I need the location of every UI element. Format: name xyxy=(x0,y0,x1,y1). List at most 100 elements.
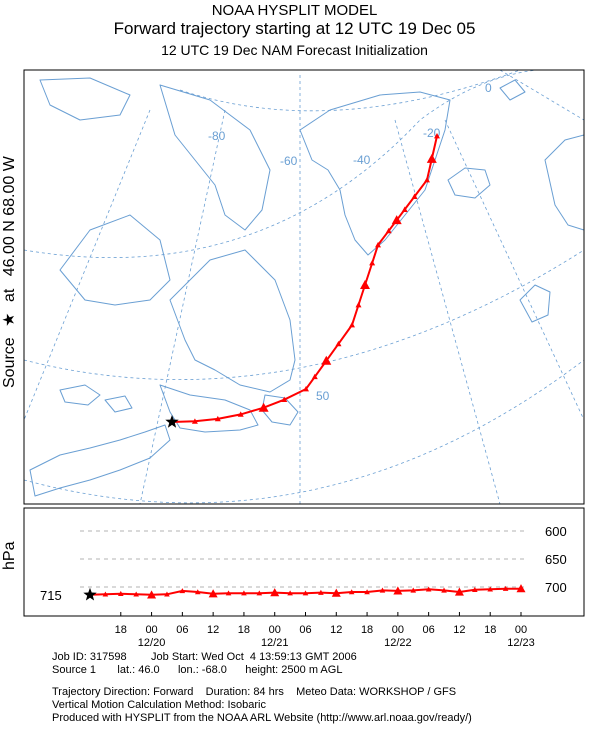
vertical-trajectory-marker xyxy=(208,589,218,598)
uk-coast xyxy=(519,284,551,323)
latitude-line-70 xyxy=(179,70,521,112)
time-tick-label: 18 xyxy=(238,624,250,636)
great-lakes xyxy=(59,384,133,413)
norway-coast xyxy=(544,134,584,231)
trajectory-marker xyxy=(401,206,408,212)
info-run: Trajectory Direction: Forward Duration: … xyxy=(52,686,457,698)
coastlines xyxy=(29,77,584,497)
side-label-coords: 46.00 N 68.00 W xyxy=(1,155,18,276)
longitude-label-60: -60 xyxy=(280,154,298,168)
vertical-trajectory-marker xyxy=(410,587,417,593)
side-label-at: at xyxy=(1,288,18,302)
vertical-trajectory-marker xyxy=(225,590,232,596)
vertical-trajectory-marker xyxy=(472,587,478,593)
date-label: 12/21 xyxy=(261,637,289,649)
pressure-level-label: 650 xyxy=(545,552,567,567)
trajectory-marker xyxy=(375,242,381,248)
longitude-label-80: -80 xyxy=(208,129,226,143)
vertical-trajectory-marker xyxy=(133,591,139,597)
vertical-trajectory-marker xyxy=(117,590,124,596)
trajectory-map-series xyxy=(165,133,440,428)
date-label: 12/20 xyxy=(138,637,166,649)
vertical-axis-label: hPa xyxy=(1,541,18,570)
vertical-trajectory-marker xyxy=(487,586,494,592)
pressure-levels: 600 650 700 xyxy=(80,524,567,595)
vertical-trajectory-marker xyxy=(164,591,170,597)
time-tick-label: 18 xyxy=(115,624,127,636)
vertical-trajectory-marker xyxy=(256,590,263,596)
labrador-coast xyxy=(169,249,296,393)
baffin-coast xyxy=(159,84,271,231)
trajectory-marker xyxy=(434,133,440,139)
time-tick-label: 06 xyxy=(299,624,311,636)
info-credit: Produced with HYSPLIT from the NOAA ARL … xyxy=(52,712,472,724)
graticule xyxy=(24,70,584,504)
vertical-trajectory-marker xyxy=(364,589,370,595)
vertical-trajectory-marker xyxy=(102,591,109,597)
trajectory-marker xyxy=(355,302,362,308)
chart-title: NOAA HYSPLIT MODEL xyxy=(211,2,378,19)
vertical-trajectory-marker xyxy=(441,587,447,593)
info-method: Vertical Motion Calculation Method: Isob… xyxy=(52,699,266,711)
vertical-trajectory-marker xyxy=(425,586,432,592)
trajectory-marker xyxy=(321,355,332,365)
vertical-trajectory-marker xyxy=(379,587,386,593)
latitude-label-50: 50 xyxy=(316,389,330,403)
trajectory-marker xyxy=(335,340,342,347)
longitude-line-20 xyxy=(444,119,584,421)
trajectory-marker xyxy=(391,215,402,225)
trajectory-marker xyxy=(349,322,355,328)
vertical-trajectory-marker xyxy=(454,587,464,596)
time-tick-label: 12 xyxy=(207,624,219,636)
vertical-trajectory-marker xyxy=(270,588,280,597)
longitude-line-0 xyxy=(499,70,584,121)
grid-labels: 0 -20 -40 -60 -80 50 xyxy=(208,81,492,403)
info-job: Job ID: 317598 Job Start: Wed Oct 4 13:5… xyxy=(52,651,357,663)
vertical-trajectory-marker xyxy=(393,586,403,595)
time-tick-label: 18 xyxy=(361,624,373,636)
time-tick-label: 06 xyxy=(176,624,188,636)
trajectory-marker xyxy=(426,153,437,163)
side-label-source: Source xyxy=(1,337,18,388)
hudson-bay-coast xyxy=(59,214,171,306)
vertical-trajectory-marker xyxy=(179,588,186,594)
pressure-level-label: 700 xyxy=(545,580,567,595)
latitude-line-50 xyxy=(24,249,584,380)
longitude-line-100 xyxy=(24,109,151,421)
trajectory-marker xyxy=(311,373,318,380)
trajectory-line xyxy=(171,135,438,423)
time-tick-label: 12 xyxy=(453,624,465,636)
trajectory-marker xyxy=(360,280,370,289)
forecast-line: 12 UTC 19 Dec NAM Forecast Initializatio… xyxy=(161,42,428,58)
iceland-coast xyxy=(447,167,491,199)
vertical-frame xyxy=(23,507,585,617)
trajectory-marker xyxy=(214,415,221,422)
time-tick-label: 06 xyxy=(423,624,435,636)
time-tick-label: 00 xyxy=(145,624,157,636)
map-frame xyxy=(23,69,585,505)
vertical-trajectory-marker xyxy=(318,589,324,595)
vertical-trajectory-marker xyxy=(348,589,355,595)
longitude-line-40 xyxy=(394,119,501,504)
time-tick-label: 18 xyxy=(484,624,496,636)
trajectory-marker xyxy=(281,396,288,403)
info-source: Source 1 lat.: 46.0 lon.: -68.0 height: … xyxy=(52,664,343,676)
trajectory-marker xyxy=(369,260,376,266)
vertical-trajectory-marker xyxy=(147,590,157,599)
trajectory-marker xyxy=(191,418,198,424)
trajectory-marker xyxy=(411,193,418,199)
trajectory-vertical-series: 715 xyxy=(40,584,526,603)
svg-text:Source ★ at: Source ★ at 46.00 N 68.00 W xyxy=(1,155,18,388)
vertical-trajectory-marker xyxy=(502,585,509,591)
source-star xyxy=(165,415,179,428)
longitude-line-80 xyxy=(139,109,226,504)
latitude-line-40 xyxy=(24,359,584,504)
map-panel: 0 -20 -40 -60 -80 50 xyxy=(23,69,585,505)
vertical-trajectory-marker xyxy=(331,588,341,597)
vertical-trajectory-marker xyxy=(287,590,293,596)
date-label: 12/22 xyxy=(384,637,412,649)
time-tick-label: 00 xyxy=(515,624,527,636)
date-label: 12/23 xyxy=(507,637,535,649)
greenland-coast xyxy=(299,91,451,256)
